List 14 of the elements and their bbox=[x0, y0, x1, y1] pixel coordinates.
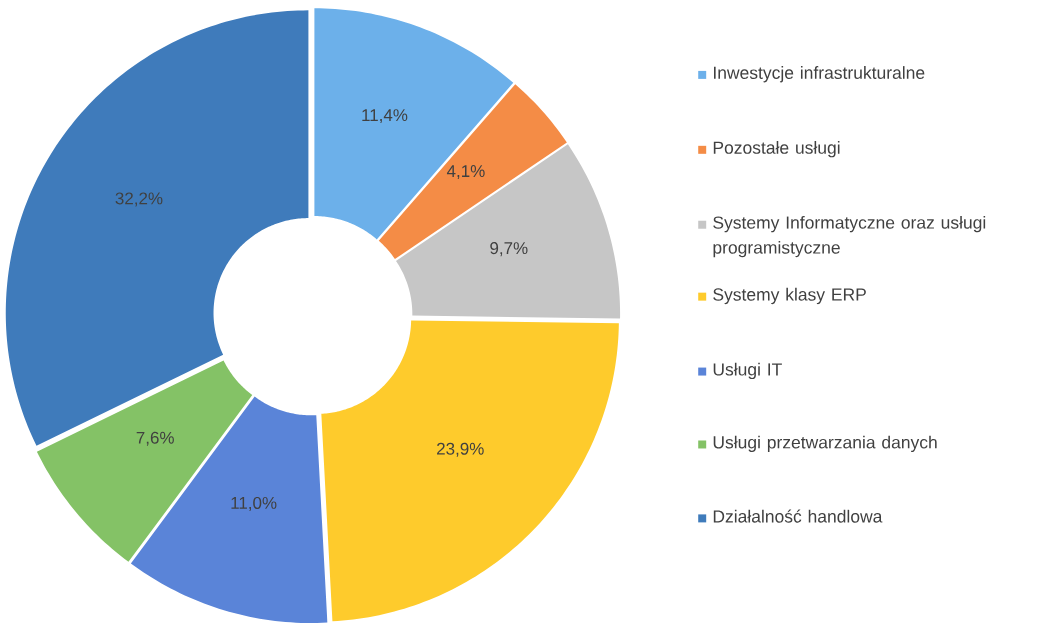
legend-label: Pozostałe usługi bbox=[713, 140, 840, 158]
legend-label: Inwestycje infrastrukturalne bbox=[714, 66, 925, 83]
data-label: 11,0% bbox=[231, 496, 277, 511]
legend-label: Systemy Informatyczne oraz usługi programistyczne bbox=[713, 215, 986, 258]
data-label: 4,1% bbox=[446, 165, 485, 180]
data-label: 32,2% bbox=[115, 192, 163, 207]
legend-label: Systemy klasy ERP bbox=[713, 287, 866, 305]
legend-label: Działalność handlowa bbox=[713, 509, 883, 523]
data-label: 9,7% bbox=[490, 242, 528, 257]
data-label: 23,9% bbox=[437, 442, 484, 457]
legend-label: Usługi IT bbox=[713, 362, 782, 380]
legend-label: Usługi przetwarzania danych bbox=[713, 435, 937, 452]
data-label: 11,4% bbox=[362, 109, 408, 124]
data-label: 7,6% bbox=[136, 431, 174, 446]
